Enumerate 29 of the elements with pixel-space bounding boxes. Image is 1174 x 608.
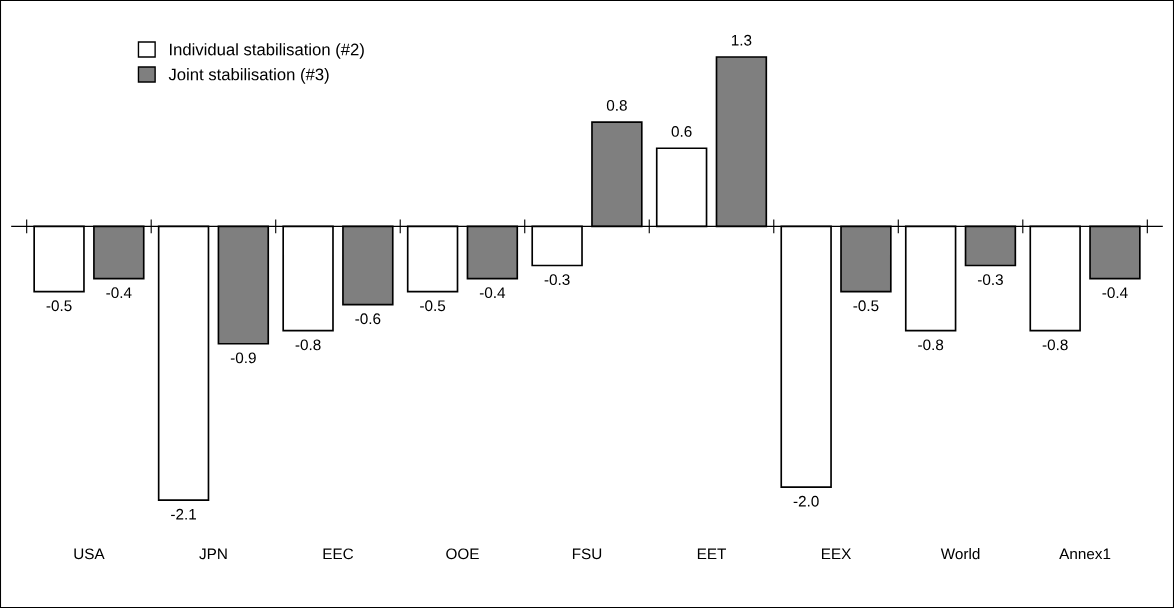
x-tick-label: OOE (446, 548, 479, 560)
data-label: 1.3 (731, 34, 752, 46)
data-label: -0.9 (230, 352, 256, 364)
data-label: 0.6 (671, 126, 692, 137)
data-label: -0.3 (544, 274, 570, 286)
x-tick-label: EEX (822, 548, 851, 560)
x-tick-label: EET (697, 548, 727, 560)
data-label: -0.3 (977, 274, 1003, 286)
legend-label: Joint stabilisation (#3) (168, 68, 329, 84)
data-label: -2.1 (171, 508, 196, 520)
data-label: -0.8 (1042, 339, 1068, 351)
data-label: -0.4 (106, 287, 132, 299)
data-label: -0.5 (853, 300, 879, 312)
data-label: -0.4 (1102, 287, 1128, 299)
x-tick-label: World (940, 548, 980, 560)
data-label: 0.8 (606, 99, 627, 111)
x-tick-label: FSU (572, 548, 602, 560)
data-label: -0.5 (46, 300, 72, 312)
x-tick-label: Annex1 (1059, 548, 1111, 560)
x-tick-label: EEC (323, 548, 354, 560)
legend-label: Individual stabilisation (#2) (170, 43, 364, 59)
data-label: -0.4 (479, 287, 506, 299)
data-label: -0.8 (295, 339, 321, 351)
data-label: -0.5 (420, 300, 446, 312)
data-label: -0.6 (355, 313, 381, 325)
x-tick-label: USA (74, 548, 105, 560)
data-label: -0.8 (918, 339, 944, 351)
x-tick-label: JPN (199, 548, 227, 560)
data-label: -2.0 (793, 495, 819, 507)
